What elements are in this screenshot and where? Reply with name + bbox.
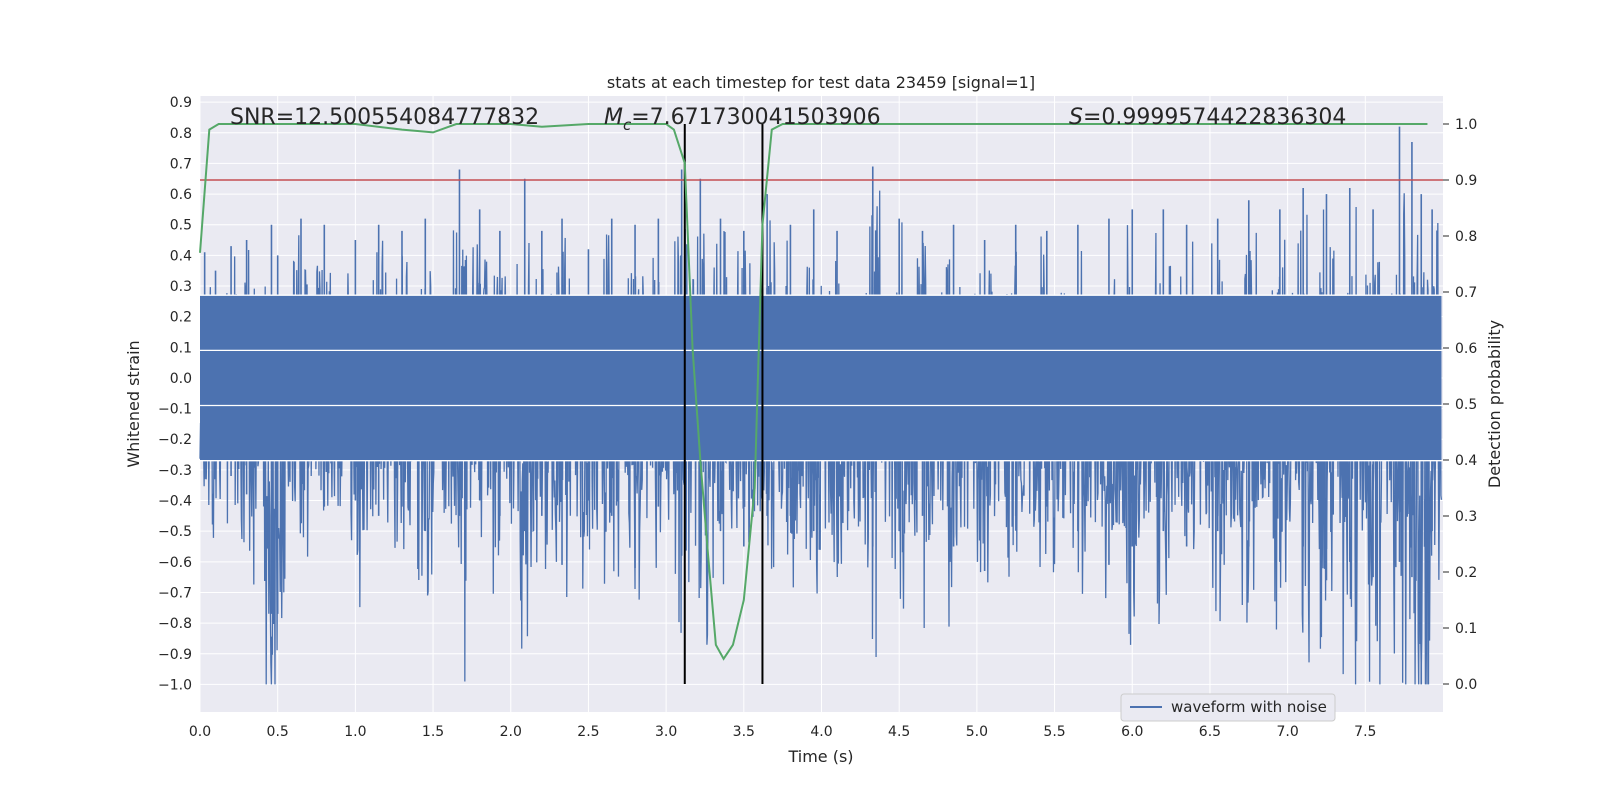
y-tick-label-left: 0.1 xyxy=(170,340,192,356)
y-tick-label-right: 1.0 xyxy=(1455,117,1477,133)
x-tick-label: 1.0 xyxy=(344,724,366,740)
snr-annotation: SNR=12.500554084777832 xyxy=(230,105,539,130)
x-tick-label: 7.0 xyxy=(1276,724,1298,740)
y-tick-label-right: 0.8 xyxy=(1455,229,1477,245)
x-tick-label: 4.5 xyxy=(888,724,910,740)
strain-series-layer xyxy=(199,126,1443,685)
x-tick-label: 7.5 xyxy=(1354,724,1376,740)
y-tick-label-left: −0.3 xyxy=(158,463,192,479)
chart-title: stats at each timestep for test data 234… xyxy=(607,73,1035,92)
y-tick-label-left: 0.6 xyxy=(170,187,192,203)
x-axis-label: Time (s) xyxy=(787,747,853,766)
y-tick-label-right: 0.4 xyxy=(1455,453,1477,469)
score-value: =0.9999574422836304 xyxy=(1083,105,1346,130)
x-tick-label: 0.0 xyxy=(189,724,211,740)
score-symbol: S xyxy=(1069,105,1083,130)
x-tick-label: 1.5 xyxy=(422,724,444,740)
y-tick-label-right: 0.5 xyxy=(1455,397,1477,413)
y-tick-label-left: −1.0 xyxy=(158,677,192,693)
y-tick-label-left: 0.2 xyxy=(170,310,192,326)
y-tick-label-right: 0.3 xyxy=(1455,509,1477,525)
y-tick-label-left: −0.2 xyxy=(158,432,192,448)
y-tick-label-left: −0.7 xyxy=(158,585,192,601)
x-tick-label: 0.5 xyxy=(267,724,289,740)
legend: waveform with noise xyxy=(1120,693,1336,722)
y-tick-label-right: 0.7 xyxy=(1455,285,1477,301)
x-tick-label: 6.5 xyxy=(1199,724,1221,740)
y-tick-label-left: −0.4 xyxy=(158,494,192,510)
y-tick-label-left: 0.4 xyxy=(170,248,192,264)
chirp-mass-value: =7.671730041503906 xyxy=(631,105,880,130)
chirp-mass-annotation: Mc=7.671730041503906 xyxy=(604,105,881,134)
y-tick-label-left: −0.5 xyxy=(158,524,192,540)
y-tick-label-right: 0.0 xyxy=(1455,677,1477,693)
x-tick-label: 2.0 xyxy=(500,724,522,740)
y-tick-label-right: 0.9 xyxy=(1455,173,1477,189)
y-tick-label-right: 0.2 xyxy=(1455,565,1477,581)
x-tick-label: 5.5 xyxy=(1043,724,1065,740)
y-tick-label-right: 0.1 xyxy=(1455,621,1477,637)
x-tick-label: 4.0 xyxy=(810,724,832,740)
x-tick-label: 5.0 xyxy=(966,724,988,740)
y-tick-label-left: 0.8 xyxy=(170,126,192,142)
y-tick-label-left: 0.7 xyxy=(170,156,192,172)
x-tick-label: 3.5 xyxy=(733,724,755,740)
y-axis-label-right: Detection probability xyxy=(1485,320,1504,488)
x-tick-label: 6.0 xyxy=(1121,724,1143,740)
y-tick-label-left: 0.9 xyxy=(170,95,192,111)
y-tick-label-right: 0.6 xyxy=(1455,341,1477,357)
detection-probability-line xyxy=(199,123,1428,661)
y-tick-label-left: −0.8 xyxy=(158,616,192,632)
probability-series-layer xyxy=(199,123,1443,684)
y-tick-label-left: −0.9 xyxy=(158,647,192,663)
y-tick-label-left: 0.0 xyxy=(170,371,192,387)
x-tick-label: 2.5 xyxy=(577,724,599,740)
score-annotation: S=0.9999574422836304 xyxy=(1069,105,1346,130)
axes-layer: 0.0 0.5 1.0 1.5 2.0 2.5 3.0 3.5 4.0 4.5 5.0 5.5 6.0 6… xyxy=(158,95,1477,740)
legend-label-waveform: waveform with noise xyxy=(1171,698,1327,716)
chirp-mass-symbol: M xyxy=(604,105,623,130)
legend-box xyxy=(1120,693,1336,722)
chirp-mass-subscript: c xyxy=(623,116,632,134)
y-axis-label-left: Whitened strain xyxy=(124,340,143,467)
y-tick-label-left: 0.3 xyxy=(170,279,192,295)
y-tick-label-left: −0.1 xyxy=(158,402,192,418)
y-tick-label-left: 0.5 xyxy=(170,218,192,234)
x-tick-label: 3.0 xyxy=(655,724,677,740)
strain-noise-band xyxy=(200,295,1442,461)
y-tick-label-left: −0.6 xyxy=(158,555,192,571)
